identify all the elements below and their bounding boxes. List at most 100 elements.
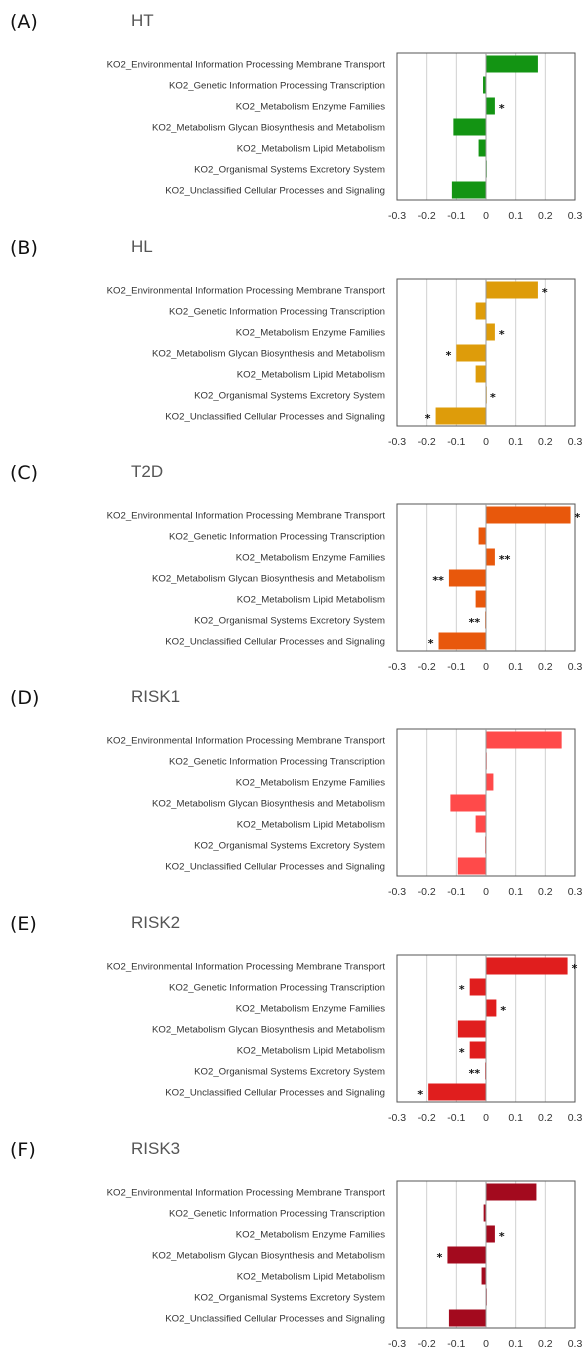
bar	[448, 569, 486, 587]
category-label: KO2_Genetic Information Processing Trans…	[169, 983, 385, 994]
category-label: KO2_Metabolism Enzyme Families	[236, 102, 385, 113]
category-label: KO2_Metabolism Lipid Metabolism	[237, 370, 385, 381]
bar	[486, 731, 562, 749]
x-tick-label: 0.1	[508, 1338, 523, 1350]
bar	[438, 632, 486, 650]
x-tick-label: 0.1	[508, 210, 523, 222]
category-label: KO2_Metabolism Lipid Metabolism	[237, 595, 385, 606]
bar	[447, 1246, 486, 1264]
category-label: KO2_Genetic Information Processing Trans…	[169, 307, 385, 318]
category-label: KO2_Organismal Systems Excretory System	[194, 165, 385, 176]
x-tick-label: 0.3	[568, 210, 583, 222]
significance-mark: **	[469, 1067, 481, 1080]
bar	[475, 590, 486, 608]
x-tick-label: -0.1	[447, 436, 465, 448]
x-tick-label: -0.1	[447, 661, 465, 673]
category-label: KO2_Metabolism Glycan Biosynthesis and M…	[152, 349, 385, 360]
significance-mark: **	[499, 553, 511, 566]
bar	[469, 978, 486, 996]
bar	[483, 1204, 486, 1222]
bar	[486, 999, 497, 1017]
category-label: KO2_Metabolism Lipid Metabolism	[237, 1046, 385, 1057]
category-label: KO2_Environmental Information Processing…	[107, 1188, 386, 1199]
category-label: KO2_Genetic Information Processing Trans…	[169, 532, 385, 543]
category-label: KO2_Metabolism Glycan Biosynthesis and M…	[152, 799, 385, 810]
x-tick-label: 0.3	[568, 1112, 583, 1124]
x-tick-label: 0.3	[568, 886, 583, 898]
x-tick-label: -0.3	[388, 1112, 406, 1124]
category-label: KO2_Organismal Systems Excretory System	[194, 1293, 385, 1304]
significance-mark: *	[490, 391, 496, 404]
chart-panel-1: (B) HL KO2_Environmental Information Proce…	[10, 237, 582, 448]
panel-title: HL	[131, 237, 153, 256]
category-label: KO2_Metabolism Lipid Metabolism	[237, 820, 385, 831]
bar	[486, 773, 494, 791]
bar	[486, 97, 495, 115]
bar	[486, 1183, 537, 1201]
panel-title: RISK2	[131, 913, 180, 932]
bar	[481, 1267, 486, 1285]
category-label: KO2_Unclassified Cellular Processes and …	[165, 637, 385, 648]
chart-panel-5: (F) RISK3 KO2_Environmental Information Pr…	[10, 1139, 582, 1350]
bar	[456, 344, 486, 362]
significance-mark: *	[572, 962, 578, 975]
category-label: KO2_Unclassified Cellular Processes and …	[165, 186, 385, 197]
panel-letter: (E)	[10, 913, 37, 935]
x-tick-label: 0.1	[508, 1112, 523, 1124]
bar	[450, 794, 486, 812]
category-label: KO2_Metabolism Enzyme Families	[236, 328, 385, 339]
bar	[486, 506, 571, 524]
significance-mark: *	[500, 1004, 506, 1017]
panel-title: RISK1	[131, 687, 180, 706]
category-label: KO2_Genetic Information Processing Trans…	[169, 757, 385, 768]
x-tick-label: 0	[483, 436, 489, 448]
chart-panel-3: (D) RISK1 KO2_Environmental Information Pr…	[10, 687, 582, 898]
significance-mark: *	[459, 983, 465, 996]
x-tick-label: 0	[483, 1112, 489, 1124]
significance-mark: *	[499, 102, 505, 115]
significance-mark: **	[469, 616, 481, 629]
bar	[486, 281, 538, 299]
x-tick-label: 0.1	[508, 436, 523, 448]
x-tick-label: -0.2	[418, 661, 436, 673]
significance-mark: *	[417, 1088, 423, 1101]
panel-letter: (D)	[10, 687, 39, 709]
x-tick-label: -0.1	[447, 210, 465, 222]
category-label: KO2_Metabolism Enzyme Families	[236, 1230, 385, 1241]
significance-mark: *	[575, 511, 581, 524]
category-label: KO2_Unclassified Cellular Processes and …	[165, 1088, 385, 1099]
x-tick-label: -0.2	[418, 1112, 436, 1124]
significance-mark: *	[499, 328, 505, 341]
category-label: KO2_Environmental Information Processing…	[107, 286, 386, 297]
x-tick-label: 0	[483, 886, 489, 898]
category-label: KO2_Metabolism Enzyme Families	[236, 778, 385, 789]
category-label: KO2_Genetic Information Processing Trans…	[169, 81, 385, 92]
bar	[475, 302, 486, 320]
bar	[448, 1309, 486, 1327]
bar	[457, 857, 486, 875]
chart-panel-4: (E) RISK2 KO2_Environmental Information Pr…	[10, 913, 582, 1124]
category-label: KO2_Environmental Information Processing…	[107, 60, 386, 71]
category-label: KO2_Metabolism Glycan Biosynthesis and M…	[152, 574, 385, 585]
bar	[453, 118, 486, 136]
bar	[435, 407, 486, 425]
category-label: KO2_Unclassified Cellular Processes and …	[165, 862, 385, 873]
x-tick-label: 0	[483, 210, 489, 222]
x-tick-label: -0.2	[418, 210, 436, 222]
panel-title: HT	[131, 11, 154, 30]
panel-letter: (B)	[10, 237, 38, 259]
category-label: KO2_Metabolism Enzyme Families	[236, 553, 385, 564]
x-tick-label: -0.3	[388, 886, 406, 898]
x-tick-label: -0.1	[447, 1338, 465, 1350]
x-tick-label: -0.3	[388, 210, 406, 222]
bar	[486, 55, 538, 73]
x-tick-label: -0.1	[447, 886, 465, 898]
bar	[486, 548, 495, 566]
x-tick-label: -0.3	[388, 1338, 406, 1350]
bar	[478, 139, 486, 157]
significance-mark: *	[499, 1230, 505, 1243]
category-label: KO2_Organismal Systems Excretory System	[194, 1067, 385, 1078]
chart-panel-2: (C) T2D KO2_Environmental Information Proc…	[10, 462, 582, 673]
category-label: KO2_Metabolism Lipid Metabolism	[237, 1272, 385, 1283]
x-tick-label: 0.1	[508, 886, 523, 898]
